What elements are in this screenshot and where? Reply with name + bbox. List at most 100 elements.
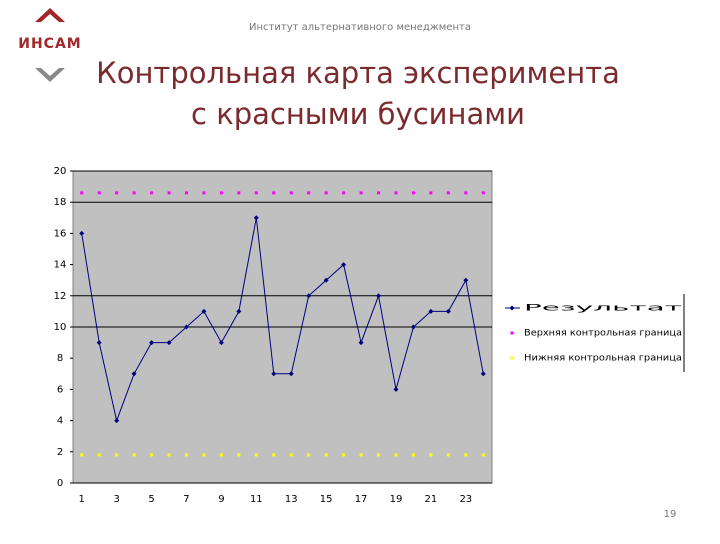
data-point [237,191,241,195]
data-point [115,191,119,195]
legend-label: Верхняя контрольная граница [524,329,682,339]
data-point [323,277,329,283]
data-point [254,453,258,457]
data-point [272,453,276,457]
data-point [446,453,450,457]
y-tick-label: 20 [54,166,67,177]
data-point [341,262,347,268]
data-point [464,191,468,195]
data-point [97,191,101,195]
x-tick-label: 13 [285,494,298,505]
data-point [132,453,136,457]
y-tick-label: 0 [57,478,63,489]
x-tick-label: 1 [79,494,85,505]
data-point [219,191,223,195]
data-point [218,340,224,346]
x-tick-label: 23 [459,494,472,505]
data-point [481,453,485,457]
x-tick-label: 9 [218,494,224,505]
data-point [324,453,328,457]
data-point [236,308,242,314]
data-point [132,191,136,195]
slide-title: с красными бусинами [191,97,525,131]
data-point [271,371,277,377]
logo-chevron-down [35,68,65,82]
y-tick-label: 18 [54,197,67,208]
y-tick-label: 8 [57,353,63,364]
data-point [96,340,102,346]
x-tick-label: 3 [113,494,119,505]
data-point [377,191,381,195]
data-point [359,453,363,457]
page-number: 19 [664,509,677,520]
logo-chevron-up [35,8,65,22]
data-point [201,308,207,314]
y-tick-label: 16 [54,228,67,239]
data-point [150,191,154,195]
data-point [446,191,450,195]
data-point [167,191,171,195]
data-point [307,453,311,457]
data-point [97,453,101,457]
data-point [184,191,188,195]
data-point [342,191,346,195]
data-point [410,324,416,330]
data-point [202,453,206,457]
data-point [342,453,346,457]
data-point [445,308,451,314]
data-point [114,418,120,424]
data-point [254,191,258,195]
data-point [149,340,155,346]
x-tick-label: 17 [355,494,368,505]
data-point [237,453,241,457]
x-tick-label: 21 [425,494,438,505]
logo-text: ИНСАМ [18,36,81,52]
data-point [150,453,154,457]
y-tick-label: 4 [57,416,63,427]
legend-label: Результат [524,304,682,314]
data-point [80,453,84,457]
data-point [288,371,294,377]
institute-name: Институт альтернативного менеджмента [249,22,471,33]
data-point [115,453,119,457]
x-tick-label: 19 [390,494,403,505]
data-point [289,453,293,457]
data-point [376,293,382,299]
y-tick-label: 2 [57,447,63,458]
data-point [131,371,137,377]
y-tick-label: 12 [54,291,67,302]
data-point [393,386,399,392]
series-line [81,217,484,423]
data-point [377,453,381,457]
data-point [428,308,434,314]
data-point [80,191,84,195]
y-tick-label: 14 [54,260,67,271]
data-point [167,453,171,457]
data-point [359,191,363,195]
data-point [306,293,312,299]
legend-marker [509,305,515,311]
x-tick-label: 7 [183,494,189,505]
data-point [358,340,364,346]
data-point [202,191,206,195]
data-point [166,340,172,346]
data-point [411,191,415,195]
y-tick-label: 6 [57,384,63,395]
data-point [411,453,415,457]
data-point [429,191,433,195]
data-point [464,453,468,457]
x-tick-label: 5 [148,494,154,505]
data-point [272,191,276,195]
data-point [183,324,189,330]
data-point [289,191,293,195]
data-point [184,453,188,457]
slide-title: Контрольная карта эксперимента [96,56,620,90]
data-point [324,191,328,195]
data-point [219,453,223,457]
x-tick-label: 11 [250,494,263,505]
data-point [307,191,311,195]
y-tick-label: 10 [54,322,67,333]
data-point [481,191,485,195]
